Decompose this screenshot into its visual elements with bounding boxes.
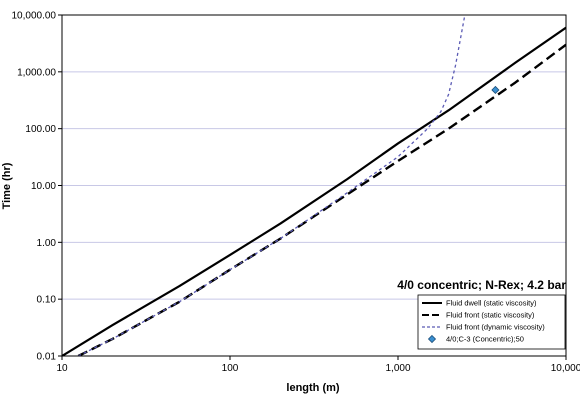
x-tick-label-1: 100 (222, 363, 239, 374)
y-tick-label-6: 10,000.00 (12, 11, 57, 22)
legend: Fluid dwell (static viscosity) Fluid fro… (418, 295, 565, 349)
x-tick-label-3: 10,000 (551, 363, 580, 374)
legend-label-front-static: Fluid front (static viscosity) (446, 311, 535, 320)
x-axis-title: length (m) (286, 382, 339, 394)
y-tick-label-5: 1,000.00 (17, 67, 56, 78)
y-tick-label-3: 10.00 (31, 181, 56, 192)
data-point-concentric-0 (492, 86, 499, 93)
legend-label-dwell: Fluid dwell (static viscosity) (446, 299, 537, 308)
x-tick-label-0: 10 (56, 363, 68, 374)
y-tick-label-4: 100.00 (25, 124, 56, 135)
legend-label-front-dynamic: Fluid front (dynamic viscosity) (446, 323, 545, 332)
y-axis-title: Time (hr) (1, 162, 13, 209)
y-tick-label-1: 0.10 (37, 295, 57, 306)
x-tick-label-2: 1,000 (385, 363, 410, 374)
legend-label-concentric: 4/0;C-3 (Concentric);50 (446, 335, 524, 344)
chart-annotation: 4/0 concentric; N-Rex; 4.2 bar (397, 278, 566, 292)
y-tick-label-0: 0.01 (37, 352, 57, 363)
y-tick-label-2: 1.00 (37, 238, 57, 249)
